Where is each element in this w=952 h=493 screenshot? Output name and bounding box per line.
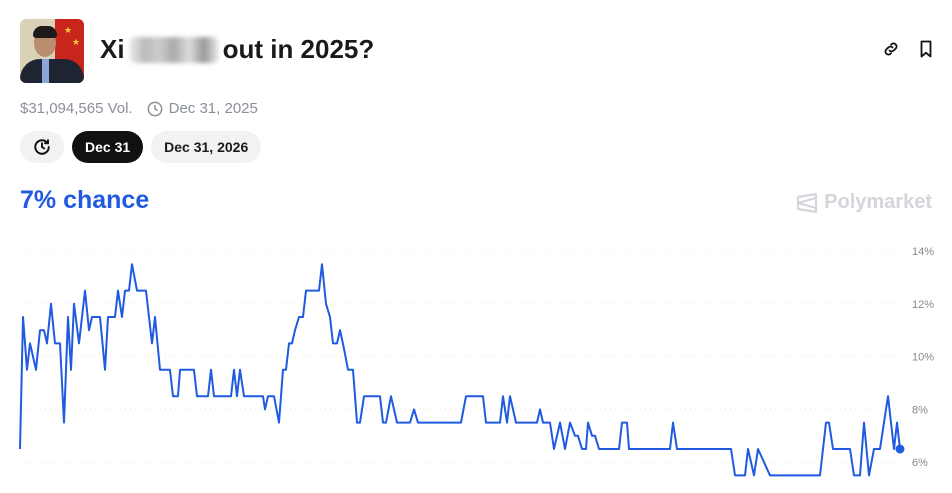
series-line — [19, 263, 901, 477]
page-title: Xi out in 2025? — [100, 34, 374, 65]
chip-dec-31-2026[interactable]: Dec 31, 2026 — [151, 131, 262, 163]
title-suffix: out in 2025? — [222, 34, 375, 64]
link-icon[interactable] — [882, 40, 900, 63]
y-tick-label: 14% — [912, 246, 934, 258]
chance-value: 7% chance — [20, 186, 150, 214]
y-tick-label: 8% — [912, 404, 928, 416]
end-date: Dec 31, 2025 — [168, 100, 258, 117]
clock-icon — [147, 101, 163, 117]
y-tick-label: 6% — [912, 457, 928, 469]
polymarket-logo: Polymarket — [796, 191, 932, 214]
bookmark-icon[interactable] — [918, 40, 934, 63]
market-image: ★ ★ — [20, 19, 84, 83]
last-point-marker — [895, 444, 905, 454]
history-button[interactable] — [20, 131, 64, 163]
y-tick-label: 12% — [912, 299, 934, 311]
y-tick-label: 10% — [912, 352, 934, 364]
redacted-text — [128, 36, 219, 63]
volume: $31,094,565 Vol. — [20, 100, 133, 117]
brand-name: Polymarket — [824, 191, 932, 213]
title-prefix: Xi — [100, 34, 125, 64]
history-icon — [33, 138, 51, 156]
chip-dec-31[interactable]: Dec 31 — [72, 131, 144, 163]
